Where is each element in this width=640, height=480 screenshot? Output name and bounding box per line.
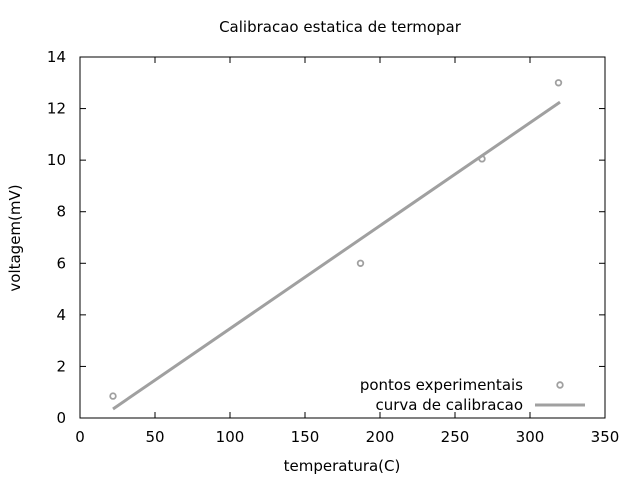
x-tick-label: 300 (516, 428, 545, 446)
y-tick-label: 8 (56, 203, 66, 221)
y-tick-label: 10 (47, 151, 66, 169)
y-tick-label: 0 (56, 409, 66, 427)
y-tick-label: 14 (47, 48, 66, 66)
x-axis-label: temperatura(C) (284, 457, 401, 475)
x-tick-label: 100 (216, 428, 245, 446)
data-point (554, 79, 563, 87)
y-tick-label: 2 (56, 357, 66, 375)
legend-label: curva de calibracao (375, 396, 523, 414)
x-tick-label: 50 (145, 428, 164, 446)
x-tick-label: 200 (366, 428, 395, 446)
plot-frame (79, 56, 606, 419)
legend-label: pontos experimentais (360, 376, 523, 394)
chart-title: Calibracao estatica de termopar (219, 18, 462, 36)
legend-point-swatch (556, 381, 564, 389)
data-point (109, 392, 117, 400)
y-tick-label: 4 (56, 306, 66, 324)
x-tick-label: 150 (291, 428, 320, 446)
plot-marks (109, 79, 563, 411)
axis-ticks: 0 50 100 150 200 250 300 350 0 2 4 6 8 10 12 14 (47, 48, 619, 446)
x-tick-label: 350 (591, 428, 620, 446)
y-axis-label: voltagem(mV) (6, 184, 24, 291)
data-point (356, 259, 365, 267)
x-tick-label: 0 (75, 428, 85, 446)
y-tick-label: 12 (47, 100, 66, 118)
calibration-curve-line (112, 100, 561, 411)
legend: pontos experimentais curva de calibracao (360, 376, 585, 414)
y-tick-label: 6 (56, 254, 66, 272)
x-tick-label: 250 (441, 428, 470, 446)
